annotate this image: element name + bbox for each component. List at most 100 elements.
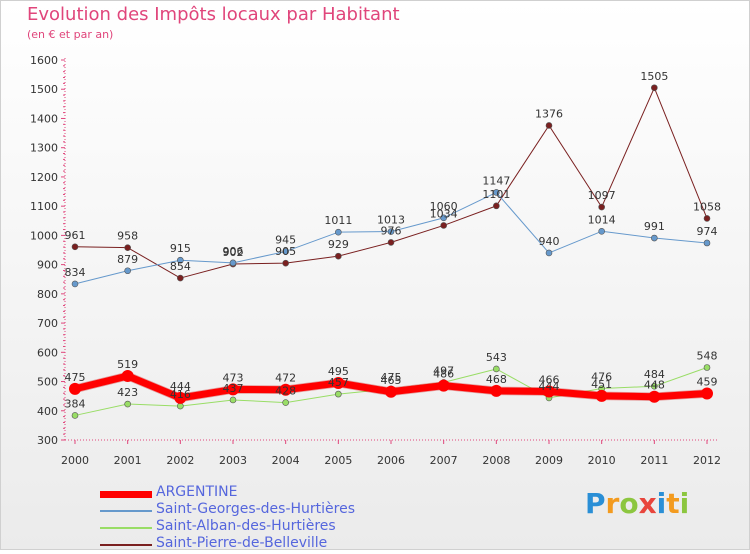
- data-point: [493, 365, 500, 373]
- data-point: [335, 390, 342, 398]
- data-label: 974: [697, 225, 718, 238]
- chart-axes: 300 400 500 600 700 800 900 1000 1100 1200 1300 140…: [30, 54, 721, 467]
- data-label: 416: [170, 388, 191, 401]
- data-point: [490, 384, 503, 397]
- data-point: [282, 259, 289, 267]
- data-point: [177, 256, 184, 264]
- data-point: [703, 239, 711, 247]
- data-label: 475: [381, 371, 402, 384]
- x-tick-label: 2006: [377, 454, 405, 467]
- x-tick-label: 2005: [324, 454, 352, 467]
- data-point: [124, 244, 131, 251]
- data-label: 906: [223, 245, 244, 258]
- data-point: [703, 215, 711, 222]
- data-label: 1505: [640, 70, 668, 83]
- data-label: 1060: [430, 200, 458, 213]
- data-point: [174, 391, 187, 404]
- data-point: [282, 399, 289, 406]
- data-point: [701, 387, 713, 400]
- data-point: [69, 382, 81, 395]
- data-label: 476: [591, 371, 612, 384]
- data-label: 1013: [377, 214, 405, 227]
- y-tick-label: 1200: [30, 171, 58, 184]
- data-label: 929: [328, 238, 349, 251]
- data-label: 1101: [482, 188, 510, 201]
- data-label: 1034: [430, 207, 458, 220]
- y-tick-label: 1100: [30, 200, 58, 213]
- x-tick-label: 2012: [693, 454, 721, 467]
- data-label: 958: [117, 230, 138, 243]
- data-label: 1014: [588, 213, 616, 226]
- data-label: 465: [381, 374, 402, 387]
- legend-label: Saint-Alban-des-Hurtières: [156, 518, 336, 534]
- data-point: [229, 396, 237, 404]
- data-point: [598, 203, 605, 211]
- data-label: 484: [644, 368, 665, 381]
- data-point: [440, 222, 447, 229]
- data-point: [71, 412, 79, 419]
- data-point: [71, 280, 79, 288]
- y-tick-label: 600: [37, 346, 58, 359]
- data-point: [595, 389, 608, 402]
- data-point: [124, 267, 131, 275]
- chart-subtitle: (en € et par an): [27, 28, 114, 41]
- data-label: 495: [328, 365, 349, 378]
- data-point: [71, 243, 79, 251]
- data-point: [335, 228, 342, 236]
- data-label: 459: [697, 376, 718, 389]
- y-tick-label: 1600: [30, 54, 58, 67]
- y-tick-label: 1400: [30, 112, 58, 125]
- data-label: 468: [486, 373, 507, 386]
- x-tick-label: 2008: [482, 454, 510, 467]
- data-label: 475: [65, 371, 86, 384]
- logo-letter: x: [638, 487, 657, 520]
- data-point: [227, 383, 239, 396]
- data-label: 961: [65, 229, 86, 242]
- data-label: 466: [539, 373, 560, 386]
- data-label: 423: [117, 386, 138, 399]
- data-label: 451: [591, 378, 612, 391]
- data-label: 940: [539, 235, 560, 248]
- data-label: 497: [433, 364, 454, 377]
- logo-letter: i: [656, 487, 667, 520]
- data-point: [493, 189, 500, 196]
- data-point: [440, 214, 447, 222]
- data-point: [545, 249, 553, 257]
- data-point: [437, 379, 450, 392]
- data-label: 1097: [588, 189, 616, 202]
- data-label: 486: [433, 368, 454, 381]
- y-tick-label: 500: [37, 376, 58, 389]
- data-point: [493, 202, 500, 210]
- x-tick-label: 2007: [430, 454, 458, 467]
- data-label: 519: [117, 358, 138, 371]
- y-tick-label: 1300: [30, 142, 58, 155]
- data-label: 834: [65, 266, 86, 279]
- data-point: [282, 248, 289, 255]
- data-point: [651, 382, 658, 390]
- legend-swatch: [100, 544, 152, 546]
- data-point: [703, 364, 711, 371]
- series-lines: [69, 84, 713, 419]
- y-tick-label: 300: [37, 434, 58, 447]
- line-chart: 300 400 500 600 700 800 900 1000 1100 1200 1300 140…: [30, 54, 721, 467]
- data-label: 905: [275, 245, 296, 258]
- data-point: [651, 234, 658, 242]
- data-label: 472: [275, 372, 296, 385]
- data-point: [648, 390, 661, 403]
- logo-letter: o: [619, 487, 639, 520]
- data-point: [598, 227, 605, 235]
- y-tick-label: 400: [37, 405, 58, 418]
- x-tick-label: 2009: [535, 454, 563, 467]
- legend-swatch: [100, 527, 152, 529]
- data-label: 448: [644, 379, 665, 392]
- chart-title: Evolution des Impôts locaux par Habitant: [27, 4, 400, 25]
- logo-letter: t: [666, 487, 680, 520]
- data-label: 428: [275, 385, 296, 398]
- x-tick-label: 2002: [166, 454, 194, 467]
- data-label: 444: [170, 380, 191, 393]
- legend-label: Saint-Georges-des-Hurtières: [156, 501, 356, 517]
- x-tick-label: 2003: [219, 454, 247, 467]
- data-point: [385, 385, 397, 398]
- y-tick-label: 700: [37, 317, 58, 330]
- data-point: [651, 84, 658, 92]
